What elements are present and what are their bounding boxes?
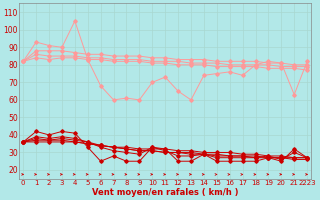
X-axis label: Vent moyen/en rafales ( km/h ): Vent moyen/en rafales ( km/h ) xyxy=(92,188,238,197)
